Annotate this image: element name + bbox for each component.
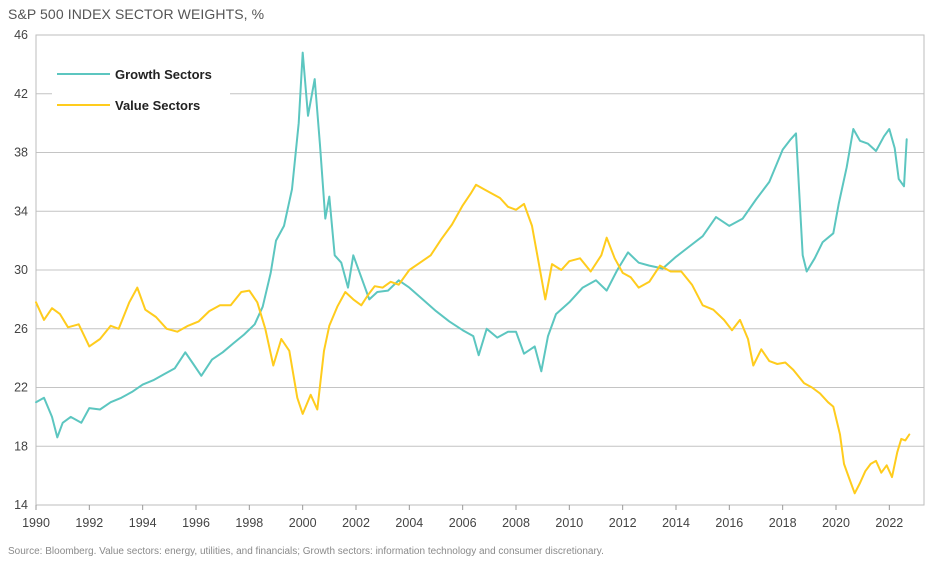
series-lines xyxy=(35,51,911,495)
x-tick-label: 2004 xyxy=(395,516,423,530)
y-axis-ticks: 14 18 22 26 30 34 38 42 46 xyxy=(14,28,28,512)
y-tick-label: 18 xyxy=(14,439,28,453)
x-tick-label: 2014 xyxy=(662,516,690,530)
y-tick-label: 30 xyxy=(14,263,28,277)
x-tick-label: 2008 xyxy=(502,516,530,530)
series-line-growth xyxy=(35,51,908,439)
y-tick-label: 22 xyxy=(14,381,28,395)
series-line-value xyxy=(35,183,911,495)
y-tick-label: 46 xyxy=(14,28,28,42)
x-tick-label: 2018 xyxy=(769,516,797,530)
y-tick-label: 38 xyxy=(14,146,28,160)
x-tick-label: 2006 xyxy=(449,516,477,530)
x-tick-label: 2010 xyxy=(555,516,583,530)
x-tick-label: 1990 xyxy=(22,516,50,530)
x-tick-label: 2002 xyxy=(342,516,370,530)
source-note: Source: Bloomberg. Value sectors: energy… xyxy=(8,546,604,557)
plot-frame xyxy=(35,34,925,506)
y-tick-label: 34 xyxy=(14,204,28,218)
x-tick-label: 2000 xyxy=(289,516,317,530)
chart-title: S&P 500 INDEX SECTOR WEIGHTS, % xyxy=(8,6,265,22)
legend-background xyxy=(52,58,230,118)
y-tick-label: 26 xyxy=(14,322,28,336)
x-tick-label: 1996 xyxy=(182,516,210,530)
y-tick-label: 14 xyxy=(14,498,28,512)
x-tick-label: 2022 xyxy=(875,516,903,530)
legend-label: Value Sectors xyxy=(115,98,200,113)
x-axis-ticks: 1990 1992 1994 1996 1998 2000 2002 2004 2006 2008… xyxy=(22,505,903,530)
x-tick-label: 1994 xyxy=(129,516,157,530)
x-tick-label: 1992 xyxy=(75,516,103,530)
x-tick-label: 1998 xyxy=(235,516,263,530)
x-tick-label: 2012 xyxy=(609,516,637,530)
x-tick-label: 2016 xyxy=(715,516,743,530)
y-tick-label: 42 xyxy=(14,87,28,101)
x-tick-label: 2020 xyxy=(822,516,850,530)
legend-label: Growth Sectors xyxy=(115,67,212,82)
legend: Growth Sectors Value Sectors xyxy=(52,58,230,118)
